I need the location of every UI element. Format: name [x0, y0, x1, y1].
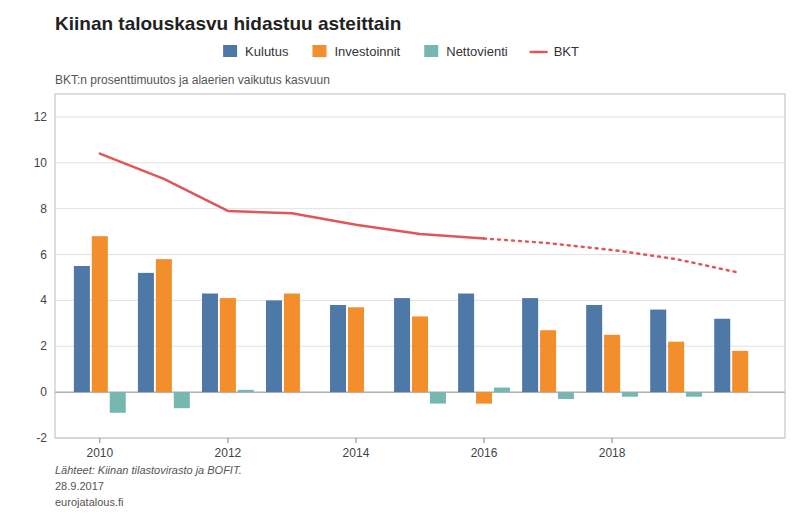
- bar: [458, 294, 474, 393]
- bar: [238, 390, 254, 392]
- grid-line: [55, 208, 785, 209]
- x-tick: [227, 438, 228, 443]
- annotation: 28.9.2017: [55, 480, 104, 492]
- legend-item: BKT: [530, 44, 579, 59]
- grid-line: [55, 254, 785, 255]
- bar: [732, 351, 748, 392]
- chart: Kiinan talouskasvu hidastuu asteittain -2…: [0, 0, 800, 522]
- bar: [284, 294, 300, 393]
- annotation: Lähteet: Kiinan tilastovirasto ja BOFIT.: [55, 464, 242, 476]
- bar: [74, 266, 90, 392]
- bar: [412, 316, 428, 392]
- marks: [74, 154, 748, 413]
- y-tick-label: 2: [40, 339, 47, 353]
- bar: [348, 307, 364, 392]
- legend-item: Investoinnit: [312, 44, 400, 59]
- bar: [430, 392, 446, 403]
- bar: [220, 298, 236, 392]
- grid-line: [55, 162, 785, 163]
- bar: [668, 342, 684, 392]
- bar-series: [92, 236, 748, 403]
- legend-label: Nettovienti: [446, 44, 508, 59]
- bar: [302, 392, 318, 393]
- legend-swatch: [530, 51, 548, 54]
- bar-series: [74, 266, 730, 392]
- bar: [604, 335, 620, 392]
- x-tick-label: 2010: [86, 446, 113, 460]
- legend: Kulutus Investoinnit Nettovienti BKT: [223, 44, 579, 59]
- bar: [366, 392, 382, 393]
- x-axis: 2010 2012 2014 2016 2018: [86, 438, 625, 460]
- bar: [174, 392, 190, 408]
- line: [484, 238, 740, 272]
- bar: [92, 236, 108, 392]
- bar: [330, 305, 346, 392]
- x-tick: [612, 438, 613, 443]
- bar-series: [110, 388, 702, 413]
- bar: [476, 392, 492, 403]
- bar: [110, 392, 126, 413]
- bar: [202, 294, 218, 393]
- bar: [622, 392, 638, 397]
- bar: [714, 319, 730, 392]
- line: [100, 154, 484, 239]
- x-tick: [484, 438, 485, 443]
- y-tick-label: 8: [40, 202, 47, 216]
- y-tick-label: 4: [40, 293, 47, 307]
- bar: [750, 392, 766, 393]
- legend-label: BKT: [554, 44, 579, 59]
- grid-line: [55, 116, 785, 117]
- bar: [156, 259, 172, 392]
- x-tick-label: 2016: [471, 446, 498, 460]
- legend-item: Kulutus: [223, 44, 289, 59]
- bar: [586, 305, 602, 392]
- x-tick-label: 2014: [343, 446, 370, 460]
- bar: [394, 298, 410, 392]
- legend-swatch: [223, 45, 237, 57]
- annotation: eurojatalous.fi: [55, 496, 124, 508]
- bar: [138, 273, 154, 392]
- bar: [522, 298, 538, 392]
- bar: [494, 388, 510, 393]
- plot-frame: [55, 94, 785, 438]
- legend-label: Investoinnit: [334, 44, 400, 59]
- legend-label: Kulutus: [245, 44, 289, 59]
- y-tick-label: 6: [40, 248, 47, 262]
- x-tick: [355, 438, 356, 443]
- y-tick-label: 10: [34, 156, 48, 170]
- x-tick-label: 2012: [215, 446, 242, 460]
- y-tick-label: 12: [34, 110, 48, 124]
- bar: [266, 300, 282, 392]
- y-tick-label: -2: [36, 431, 47, 445]
- x-tick: [99, 438, 100, 443]
- grid: -2 0 2 4 6 8 10 12: [34, 110, 785, 445]
- bar: [686, 392, 702, 397]
- legend-item: Nettovienti: [424, 44, 508, 59]
- title: Kiinan talouskasvu hidastuu asteittain: [55, 13, 401, 34]
- y-tick-label: 0: [40, 385, 47, 399]
- bar: [558, 392, 574, 399]
- legend-swatch: [312, 45, 326, 57]
- x-tick-label: 2018: [599, 446, 626, 460]
- legend-swatch: [424, 45, 438, 57]
- bar: [540, 330, 556, 392]
- subtitle: BKT:n prosenttimuutos ja alaerien vaikut…: [55, 73, 330, 87]
- bar: [650, 310, 666, 393]
